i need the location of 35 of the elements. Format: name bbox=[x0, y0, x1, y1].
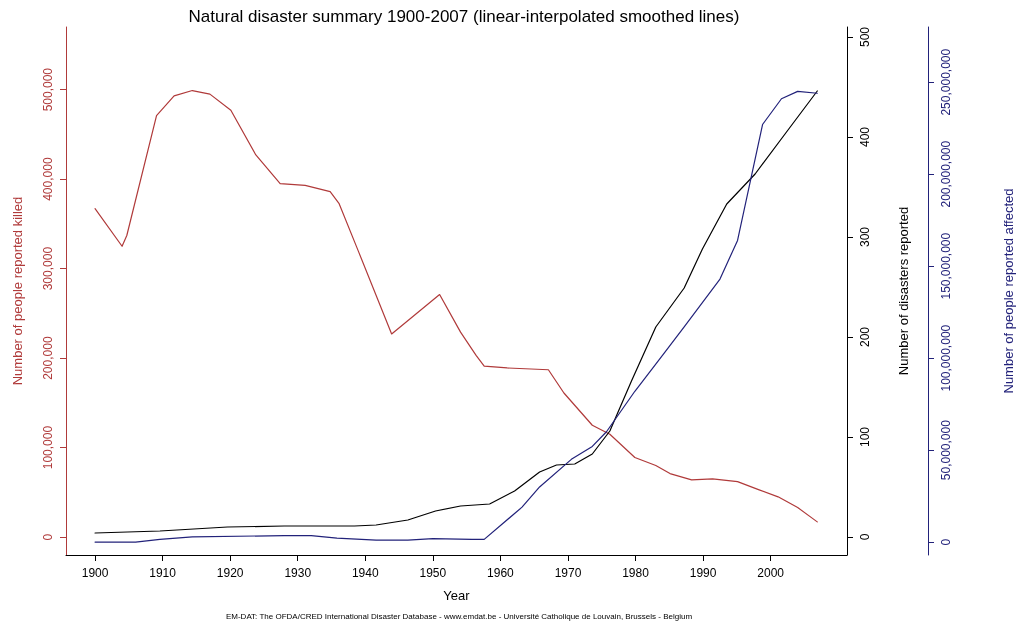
y3-tick-label: 150,000,000 bbox=[939, 232, 953, 300]
y2-tick-label: 200 bbox=[858, 326, 872, 348]
x-tick-label: 1950 bbox=[419, 566, 447, 580]
y2-tick-label: 300 bbox=[858, 226, 872, 248]
y-tick-label: 300,000 bbox=[41, 246, 55, 291]
y3-tick-label: 100,000,000 bbox=[939, 324, 953, 392]
x-axis-title: Year bbox=[443, 588, 471, 603]
x-tick-label: 1960 bbox=[487, 566, 515, 580]
x-tick-label: 2000 bbox=[757, 566, 785, 580]
y2-tick-label: 400 bbox=[858, 126, 872, 148]
y-tick-label: 400,000 bbox=[41, 157, 55, 201]
x-tick-label: 1940 bbox=[351, 566, 379, 580]
y2-tick-label: 100 bbox=[858, 426, 872, 448]
x-tick-label: 1980 bbox=[622, 566, 650, 580]
y-tick-label: 100,000 bbox=[41, 425, 55, 470]
x-tick-label: 1930 bbox=[284, 566, 312, 580]
y3-tick-label: 0 bbox=[939, 538, 953, 546]
y2-axis-title: Number of disasters reported bbox=[896, 206, 911, 376]
text: EM-DAT: The OFDA/CRED International Disaster Database - www.emdat.be - Université Catholique de Louvain, Brussels - Belgium bbox=[225, 611, 693, 621]
x-tick-label: 1910 bbox=[149, 566, 177, 580]
y-axis-title: Number of people reported killed bbox=[10, 196, 25, 386]
y-tick-label: 200,000 bbox=[41, 336, 55, 380]
y3-tick-label: 50,000,000 bbox=[939, 419, 953, 481]
x-tick-label: 1990 bbox=[689, 566, 717, 580]
x-tick-label: 1900 bbox=[81, 566, 109, 580]
y3-axis-title: Number of people reported affected bbox=[1001, 188, 1016, 394]
y2-tick-label: 0 bbox=[858, 533, 872, 541]
y2-tick-label: 500 bbox=[858, 26, 872, 48]
chart-title: Natural disaster summary 1900-2007 (linear-interpolated smoothed lines) bbox=[188, 7, 740, 26]
x-tick-label: 1920 bbox=[216, 566, 244, 580]
y3-tick-label: 250,000,000 bbox=[939, 48, 953, 116]
y-tick-label: 0 bbox=[41, 533, 55, 541]
y3-tick-label: 200,000,000 bbox=[939, 140, 953, 208]
y-tick-label: 500,000 bbox=[41, 67, 55, 112]
x-tick-label: 1970 bbox=[554, 566, 582, 580]
